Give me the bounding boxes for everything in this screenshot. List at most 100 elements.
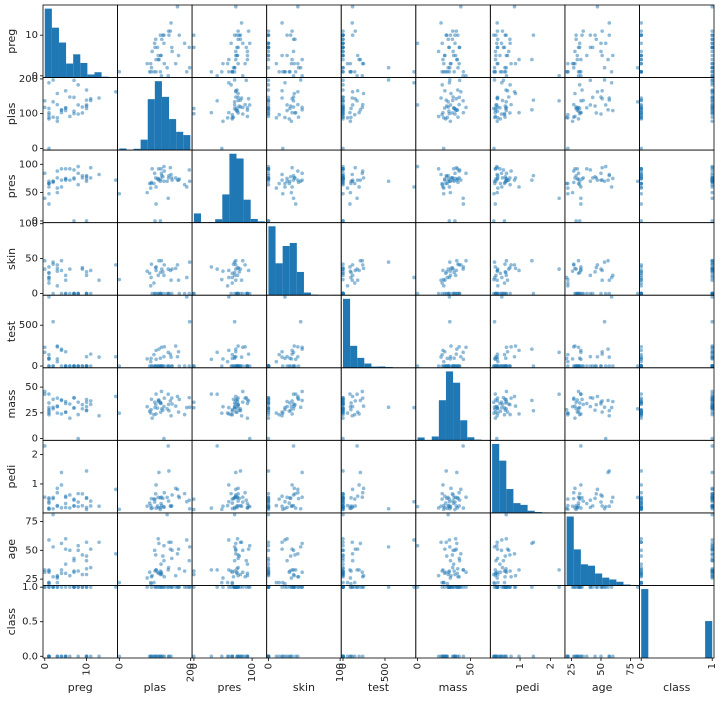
scatter-point	[170, 402, 174, 406]
scatter-point	[227, 69, 231, 74]
scatter-point	[341, 469, 345, 473]
scatter-point	[606, 470, 610, 475]
scatter-point	[285, 404, 289, 409]
histogram-bar	[236, 158, 244, 223]
scatter-point	[341, 543, 345, 548]
scatter-point	[503, 33, 508, 37]
panel-frame	[117, 294, 193, 369]
scatter-point	[450, 565, 455, 570]
scatter-point	[576, 345, 581, 350]
scatter-point	[455, 57, 459, 62]
scatter-point	[600, 165, 604, 170]
scatter-point	[508, 111, 512, 115]
scatter-point	[512, 4, 517, 9]
scatter-point	[154, 57, 158, 62]
scatter-point	[266, 654, 271, 659]
scatter-point	[446, 37, 451, 42]
scatter-point	[76, 112, 80, 116]
scatter-point	[221, 404, 225, 409]
histogram-bar	[303, 292, 312, 296]
scatter-point	[504, 179, 508, 184]
scatter-point	[501, 45, 506, 50]
scatter-point	[51, 495, 55, 500]
scatter-point	[76, 412, 80, 417]
histogram-bar	[587, 565, 596, 586]
scatter-point	[588, 78, 593, 83]
scatter-point	[710, 389, 715, 394]
histogram-bar	[467, 437, 475, 441]
scatter-point	[494, 41, 499, 46]
scatter-point	[274, 411, 279, 415]
scatter-point	[436, 506, 441, 510]
scatter-point	[579, 483, 583, 487]
histogram-bar	[431, 436, 439, 441]
scatter-point	[457, 45, 462, 50]
scatter-point	[495, 547, 500, 551]
scatter-point	[606, 347, 610, 351]
histogram-bar	[499, 460, 507, 513]
scatter-point	[341, 270, 345, 274]
scatter-point	[280, 349, 284, 354]
scatter-point	[266, 114, 271, 119]
scatter-point	[97, 654, 101, 659]
scatter-point	[505, 349, 510, 354]
scatter-point	[506, 95, 511, 99]
scatter-point	[290, 654, 294, 659]
scatter-point	[635, 100, 640, 104]
scatter-point	[153, 265, 158, 270]
scatter-point	[341, 265, 345, 270]
scatter-point	[84, 572, 89, 577]
scatter-point	[236, 37, 240, 42]
scatter-point	[457, 556, 462, 561]
scatter-point	[639, 33, 644, 37]
scatter-point	[187, 405, 192, 409]
scatter-point	[577, 585, 582, 589]
scatter-point	[233, 470, 238, 475]
scatter-point	[55, 411, 60, 415]
scatter-point	[170, 49, 174, 54]
scatter-point	[441, 69, 446, 74]
scatter-point	[84, 270, 89, 274]
scatter-point	[349, 401, 353, 405]
scatter-point	[710, 547, 715, 551]
scatter-point	[600, 410, 604, 414]
scatter-point	[68, 573, 72, 578]
scatter-point	[566, 69, 570, 74]
scatter-point	[63, 291, 68, 296]
scatter-point	[152, 500, 157, 504]
scatter-point	[157, 398, 161, 403]
scatter-point	[296, 4, 300, 9]
scatter-point	[639, 469, 644, 473]
scatter-point	[175, 551, 180, 556]
y-tick-label: 100	[19, 109, 38, 120]
scatter-point	[72, 176, 76, 180]
panel-frame	[415, 222, 491, 296]
scatter-point	[360, 169, 365, 173]
scatter-point	[300, 347, 304, 351]
scatter-point	[571, 397, 576, 402]
scatter-point	[277, 580, 282, 585]
scatter-point	[230, 352, 235, 357]
scatter-point	[508, 265, 512, 270]
scatter-point	[152, 171, 157, 176]
scatter-point	[436, 114, 441, 119]
scatter-point	[500, 565, 505, 570]
scatter-point	[350, 278, 355, 283]
scatter-point	[229, 491, 233, 496]
scatter-point	[154, 185, 158, 189]
scatter-point	[452, 69, 456, 74]
scatter-point	[167, 33, 171, 37]
scatter-point	[350, 21, 355, 25]
scatter-point	[159, 345, 164, 350]
scatter-point	[593, 408, 597, 412]
scatter-point	[496, 186, 500, 190]
scatter-point	[221, 61, 225, 66]
scatter-point	[280, 355, 284, 359]
scatter-point	[169, 355, 173, 359]
scatter-point	[360, 654, 365, 659]
y-axis-label: skin	[5, 248, 18, 270]
scatter-point	[239, 504, 244, 509]
scatter-point	[353, 268, 358, 273]
scatter-point	[47, 146, 51, 151]
scatter-point	[232, 65, 237, 70]
